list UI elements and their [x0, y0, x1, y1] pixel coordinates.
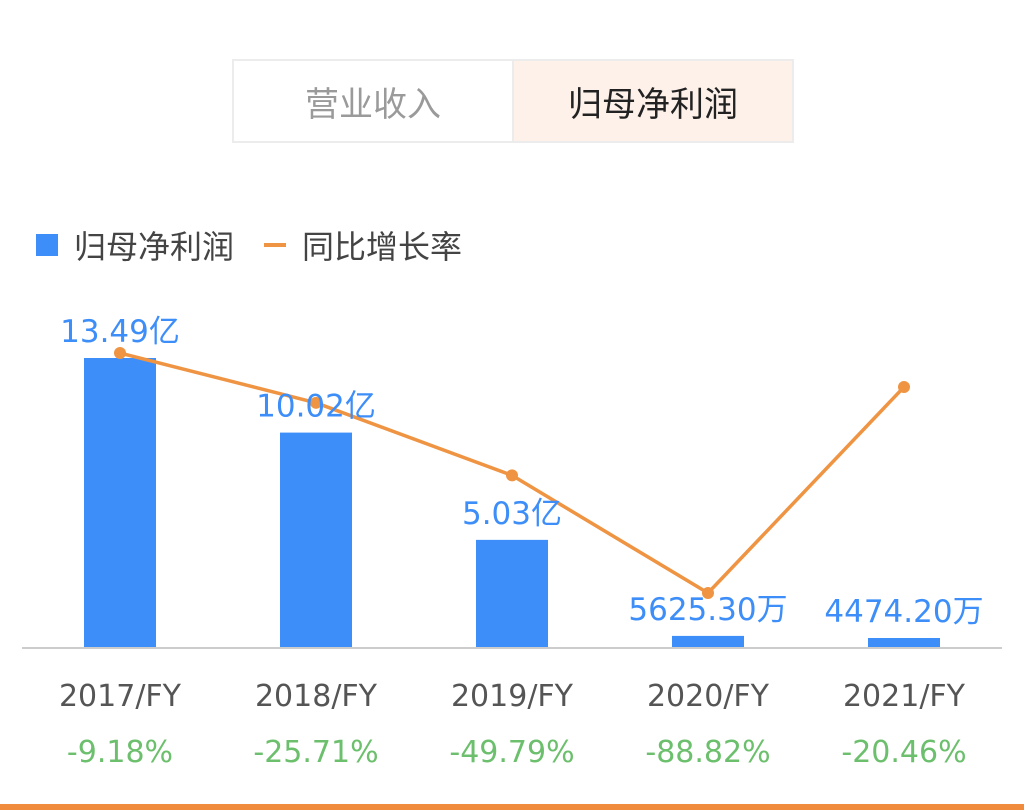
growth-point-2 — [506, 469, 518, 482]
growth-point-4 — [898, 380, 910, 393]
bar-label-1: 10.02亿 — [256, 389, 376, 425]
x-tick-label-0: 2017/FY — [59, 679, 182, 714]
bar-4[interactable] — [868, 638, 940, 648]
legend-bar-swatch — [36, 234, 58, 256]
growth-label-3: -88.82% — [645, 735, 770, 770]
bottom-accent-strip — [0, 804, 1024, 810]
tab-net-profit[interactable]: 归母净利润 — [512, 61, 792, 141]
tab-revenue[interactable]: 营业收入 — [234, 61, 512, 141]
x-tick-label-1: 2018/FY — [255, 679, 378, 714]
growth-label-4: -20.46% — [841, 735, 966, 770]
bar-3[interactable] — [672, 635, 744, 648]
chart-legend: 归母净利润 同比增长率 — [36, 222, 492, 268]
legend-item-growth-rate[interactable]: 同比增长率 — [264, 222, 462, 268]
growth-label-0: -9.18% — [67, 735, 173, 770]
legend-label-net-profit: 归母净利润 — [74, 228, 235, 266]
x-tick-label-4: 2021/FY — [843, 679, 966, 714]
growth-label-2: -49.79% — [449, 735, 574, 770]
growth-label-1: -25.71% — [253, 735, 378, 770]
legend-line-swatch — [264, 243, 287, 247]
legend-label-growth-rate: 同比增长率 — [302, 228, 463, 266]
bar-label-3: 5625.30万 — [628, 592, 787, 628]
bar-label-2: 5.03亿 — [462, 496, 562, 532]
bar-0[interactable] — [84, 358, 156, 648]
bar-2[interactable] — [476, 539, 548, 648]
growth-point-0 — [114, 347, 126, 359]
x-tick-label-2: 2019/FY — [451, 679, 574, 714]
legend-item-net-profit[interactable]: 归母净利润 — [36, 222, 234, 268]
growth-point-1 — [310, 396, 322, 409]
growth-point-3 — [702, 587, 714, 599]
bar-label-4: 4474.20万 — [824, 594, 983, 630]
x-tick-label-3: 2020/FY — [647, 679, 770, 714]
bar-label-0: 13.49亿 — [60, 314, 180, 350]
metric-tabs: 营业收入 归母净利润 — [232, 59, 794, 143]
bar-1[interactable] — [280, 432, 352, 648]
